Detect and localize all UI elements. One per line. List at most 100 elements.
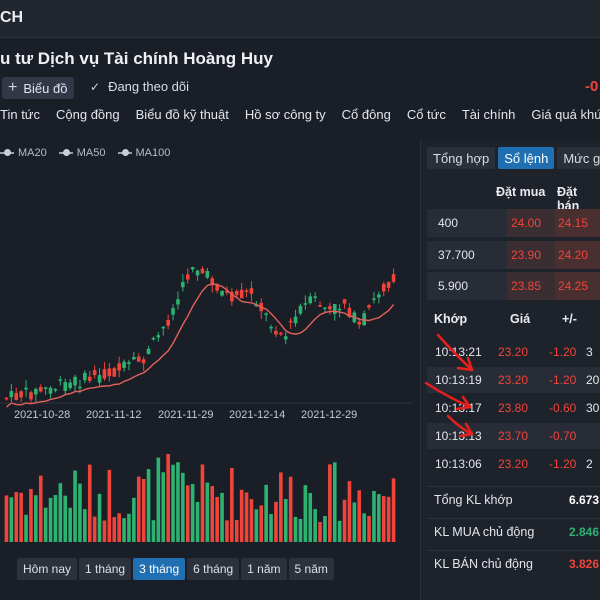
candle-body [279,332,283,335]
candle-body [14,392,19,400]
nav-tab-price-history[interactable]: Giá quá khứ [531,107,600,122]
bid-cell [507,209,555,237]
candle-body [171,308,175,315]
range-today[interactable]: Hôm nay [17,558,78,580]
candle-body [323,307,327,309]
candle-body [151,337,156,340]
volume-bar [283,498,288,542]
volume-bar [9,497,14,542]
volume-bar [176,462,180,542]
trade-time-header: Khớp [434,312,468,326]
panel-tabs: Tổng hợp Sổ lệnh Mức giá [427,147,600,169]
tab-orderbook[interactable]: Sổ lệnh [498,147,555,169]
nav-tab-dividends[interactable]: Cổ tức [406,107,446,122]
volume-bar [87,464,92,542]
candle-body [73,376,77,386]
legend-ma20[interactable]: MA20 [0,147,47,159]
chart-button[interactable]: + Biểu đồ [2,77,74,99]
orderbook-row: 37.700 23.90 24.20 [427,241,600,269]
trade-price-header: Giá [510,312,531,326]
price-chart[interactable] [0,160,412,555]
candle-body [332,304,337,314]
x-tick-label: 2021-11-12 [86,409,142,421]
ma-line [6,282,395,408]
trade-row: 10:13:06 23.20 -1.20 2 [435,457,593,471]
candle-body [313,296,317,298]
candle-body [347,307,352,317]
range-5-years[interactable]: 5 năm [288,558,334,580]
volume-bar [43,507,48,542]
candle-body [161,326,166,329]
candle-body [362,313,366,326]
volume-bar [107,469,112,542]
nav-tab-financials[interactable]: Tài chính [461,107,516,122]
tab-summary[interactable]: Tổng hợp [427,147,496,169]
trade-row: 10:13:21 23.20 -1.20 3 [435,345,593,359]
line-icon [58,149,73,156]
candle-body [225,290,229,293]
candle-body [377,294,381,298]
nav-tab-company-profile[interactable]: Hồ sơ công ty [244,107,326,122]
range-3-months[interactable]: 3 tháng [133,558,186,580]
volume-bar [337,520,342,542]
chart-legend: MA20 MA50 MA100 [0,147,182,159]
candle-body [136,356,141,362]
volume-bar [112,517,117,542]
volume-bar [357,490,362,542]
volume-bar [34,495,38,542]
candle-body [92,370,97,376]
price-change: -0 [585,78,599,95]
volume-bar [220,492,224,542]
candle-body [391,274,396,282]
candle-body [185,274,190,280]
nav-tab-community[interactable]: Cộng đồng [56,107,120,122]
volume-bar [298,518,303,542]
volume-bar [58,483,63,542]
x-tick-label: 2021-12-29 [301,409,358,421]
volume-bar [24,514,28,542]
range-6-months[interactable]: 6 tháng [187,558,240,580]
ask-cell [555,209,600,237]
legend-ma100[interactable]: MA100 [117,147,170,159]
volume-bar [269,514,273,542]
volume-bar [303,485,308,542]
volume-bar [367,515,371,542]
candle-body [24,387,28,390]
volume-bar [342,499,347,542]
volume-bar [352,502,357,542]
follow-button[interactable]: ✓ Đang theo dõi [90,79,189,94]
candle-body [102,369,107,379]
candle-body [132,357,136,360]
orderbook-row: 5.900 23.85 24.25 [427,272,600,300]
volume-bar [14,492,19,542]
candle-body [342,299,347,304]
follow-label: Đang theo dõi [108,79,190,94]
legend-ma50[interactable]: MA50 [58,147,106,159]
nav-tab-news[interactable]: Tin tức [0,107,41,122]
candle-body [220,290,224,296]
candle-body [117,363,121,371]
volume-bar [63,495,68,542]
volume-bar [386,496,391,542]
volume-bar [362,513,366,542]
range-1-month[interactable]: 1 tháng [79,558,132,580]
nav-tab-shareholders[interactable]: Cổ đông [341,107,391,122]
candle-body [97,375,102,383]
volume-bar [141,478,146,542]
nav-tab-technical-chart[interactable]: Biểu đồ kỹ thuật [135,107,229,122]
volume-bar [323,516,327,542]
range-1-year[interactable]: 1 năm [241,558,287,580]
candle-body [19,391,23,398]
volume-bar [328,464,332,542]
candle-body [274,330,278,335]
bid-cell [507,241,555,269]
volume-bar [190,483,195,542]
candle-body [381,283,386,292]
tab-price-levels[interactable]: Mức giá [557,147,600,169]
volume-bar [181,472,185,542]
candle-body [234,290,239,296]
volume-bar [19,492,23,542]
volume-bar [68,507,72,542]
candle-body [239,289,244,299]
candle-body [53,389,58,391]
